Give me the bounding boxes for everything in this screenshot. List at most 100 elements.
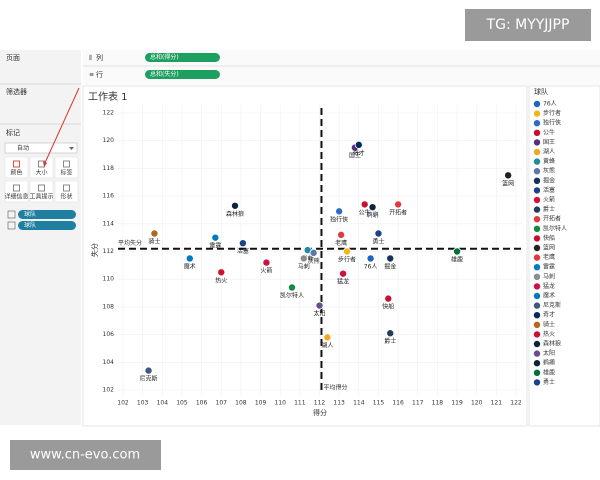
legend-label[interactable]: 尼克斯 bbox=[543, 301, 561, 309]
point[interactable] bbox=[354, 140, 363, 149]
point-label: 凯尔特人 bbox=[280, 292, 304, 300]
button-icon bbox=[63, 160, 70, 168]
point[interactable] bbox=[394, 200, 403, 209]
point[interactable] bbox=[211, 233, 220, 242]
legend-label[interactable]: 灰熊 bbox=[543, 167, 555, 175]
legend-label[interactable]: 雷霆 bbox=[543, 264, 555, 271]
legend-swatch bbox=[533, 264, 541, 271]
legend-label[interactable]: 湖人 bbox=[543, 148, 555, 156]
legend-swatch bbox=[533, 139, 541, 146]
button-label: 标签 bbox=[60, 169, 72, 177]
x-tick-label: 118 bbox=[432, 400, 444, 407]
legend-label[interactable]: 国王 bbox=[543, 139, 555, 146]
legend-label[interactable]: 勇士 bbox=[543, 378, 555, 386]
point[interactable] bbox=[323, 333, 332, 342]
point[interactable] bbox=[238, 239, 247, 248]
point[interactable] bbox=[384, 294, 393, 303]
legend-label[interactable]: 76人 bbox=[543, 101, 557, 108]
point[interactable] bbox=[337, 230, 346, 239]
point[interactable] bbox=[366, 254, 375, 263]
point[interactable] bbox=[262, 258, 271, 267]
x-tick-label: 109 bbox=[255, 400, 267, 407]
legend-swatch bbox=[533, 302, 541, 309]
point[interactable] bbox=[287, 283, 296, 292]
legend-label[interactable]: 马刺 bbox=[543, 272, 555, 280]
x-axis-title: 得分 bbox=[313, 408, 327, 417]
rows-pill[interactable] bbox=[145, 70, 220, 79]
watermark-text: www.cn-evo.com bbox=[30, 448, 140, 463]
x-tick-label: 115 bbox=[373, 400, 385, 407]
legend-label[interactable]: 老鹰 bbox=[543, 253, 555, 261]
rows-label: 行 bbox=[96, 70, 103, 79]
point[interactable] bbox=[315, 301, 324, 310]
point[interactable] bbox=[144, 366, 153, 375]
x-tick-label: 110 bbox=[274, 400, 286, 407]
button-label: 颜色 bbox=[10, 169, 22, 177]
legend-label[interactable]: 热火 bbox=[543, 330, 555, 338]
point-label: 尼克斯 bbox=[140, 375, 158, 383]
legend-label[interactable]: 独行侠 bbox=[543, 119, 561, 127]
point[interactable] bbox=[453, 247, 462, 256]
y-tick-label: 102 bbox=[103, 387, 115, 394]
field-pill[interactable] bbox=[18, 221, 76, 230]
legend-label[interactable]: 步行者 bbox=[543, 109, 561, 117]
point[interactable] bbox=[339, 269, 348, 278]
legend-label[interactable]: 太阳 bbox=[543, 349, 555, 357]
point-label: 太阳 bbox=[313, 310, 325, 318]
button-label: 形状 bbox=[60, 193, 72, 201]
legend-swatch bbox=[533, 235, 541, 242]
legend-label[interactable]: 森林狼 bbox=[543, 340, 561, 348]
watermark-box bbox=[10, 440, 161, 470]
point[interactable] bbox=[150, 229, 159, 238]
legend-swatch bbox=[533, 129, 541, 136]
legend-label[interactable]: 火箭 bbox=[543, 196, 555, 204]
legend-swatch bbox=[533, 379, 541, 386]
point[interactable] bbox=[217, 268, 226, 277]
y-tick-label: 122 bbox=[103, 110, 115, 117]
legend-label[interactable]: 篮网 bbox=[543, 244, 555, 252]
legend-label[interactable]: 掘金 bbox=[543, 176, 555, 184]
point[interactable] bbox=[335, 207, 344, 216]
legend-label[interactable]: 魔术 bbox=[543, 292, 555, 300]
legend-label[interactable]: 骑士 bbox=[543, 320, 555, 328]
point[interactable] bbox=[185, 254, 194, 263]
columns-pill[interactable] bbox=[145, 53, 220, 62]
legend-label[interactable]: 凯尔特人 bbox=[543, 224, 567, 232]
legend-label[interactable]: 猛龙 bbox=[543, 282, 555, 290]
point[interactable] bbox=[343, 247, 352, 256]
point[interactable] bbox=[504, 171, 513, 180]
point[interactable] bbox=[360, 200, 369, 209]
point[interactable] bbox=[299, 254, 308, 263]
point[interactable] bbox=[368, 203, 377, 212]
legend-swatch bbox=[533, 369, 541, 376]
legend-label[interactable]: 开拓者 bbox=[543, 215, 561, 223]
legend-label[interactable]: 黄蜂 bbox=[543, 157, 555, 165]
point[interactable] bbox=[374, 229, 383, 238]
legend-label[interactable]: 鹈鹕 bbox=[543, 359, 555, 367]
legend-label[interactable]: 公牛 bbox=[543, 128, 555, 136]
point-label: 雄鹿 bbox=[451, 256, 463, 264]
point[interactable] bbox=[386, 254, 395, 263]
point[interactable] bbox=[386, 329, 395, 338]
legend-panel bbox=[528, 85, 600, 427]
button-icon bbox=[13, 160, 20, 168]
point[interactable] bbox=[309, 248, 318, 257]
legend-label[interactable]: 雄鹿 bbox=[543, 368, 555, 376]
point-label: 猛龙 bbox=[337, 278, 349, 286]
x-tick-label: 107 bbox=[216, 400, 228, 407]
legend-label[interactable]: 爵士 bbox=[543, 205, 555, 213]
field-pill[interactable] bbox=[18, 210, 76, 219]
legend-label[interactable]: 活塞 bbox=[543, 186, 555, 194]
legend-label[interactable]: 快船 bbox=[543, 234, 555, 242]
point-label: 老鹰 bbox=[335, 239, 347, 247]
pages-label: 页面 bbox=[6, 54, 20, 62]
point[interactable] bbox=[231, 201, 240, 210]
x-tick-label: 114 bbox=[353, 400, 365, 407]
legend-label[interactable]: 奇才 bbox=[543, 311, 555, 319]
legend-swatch bbox=[533, 187, 541, 194]
point-label: 公牛 bbox=[359, 208, 371, 216]
mark-type-dropdown[interactable] bbox=[4, 142, 78, 154]
button-label: 详细信息 bbox=[4, 193, 28, 201]
